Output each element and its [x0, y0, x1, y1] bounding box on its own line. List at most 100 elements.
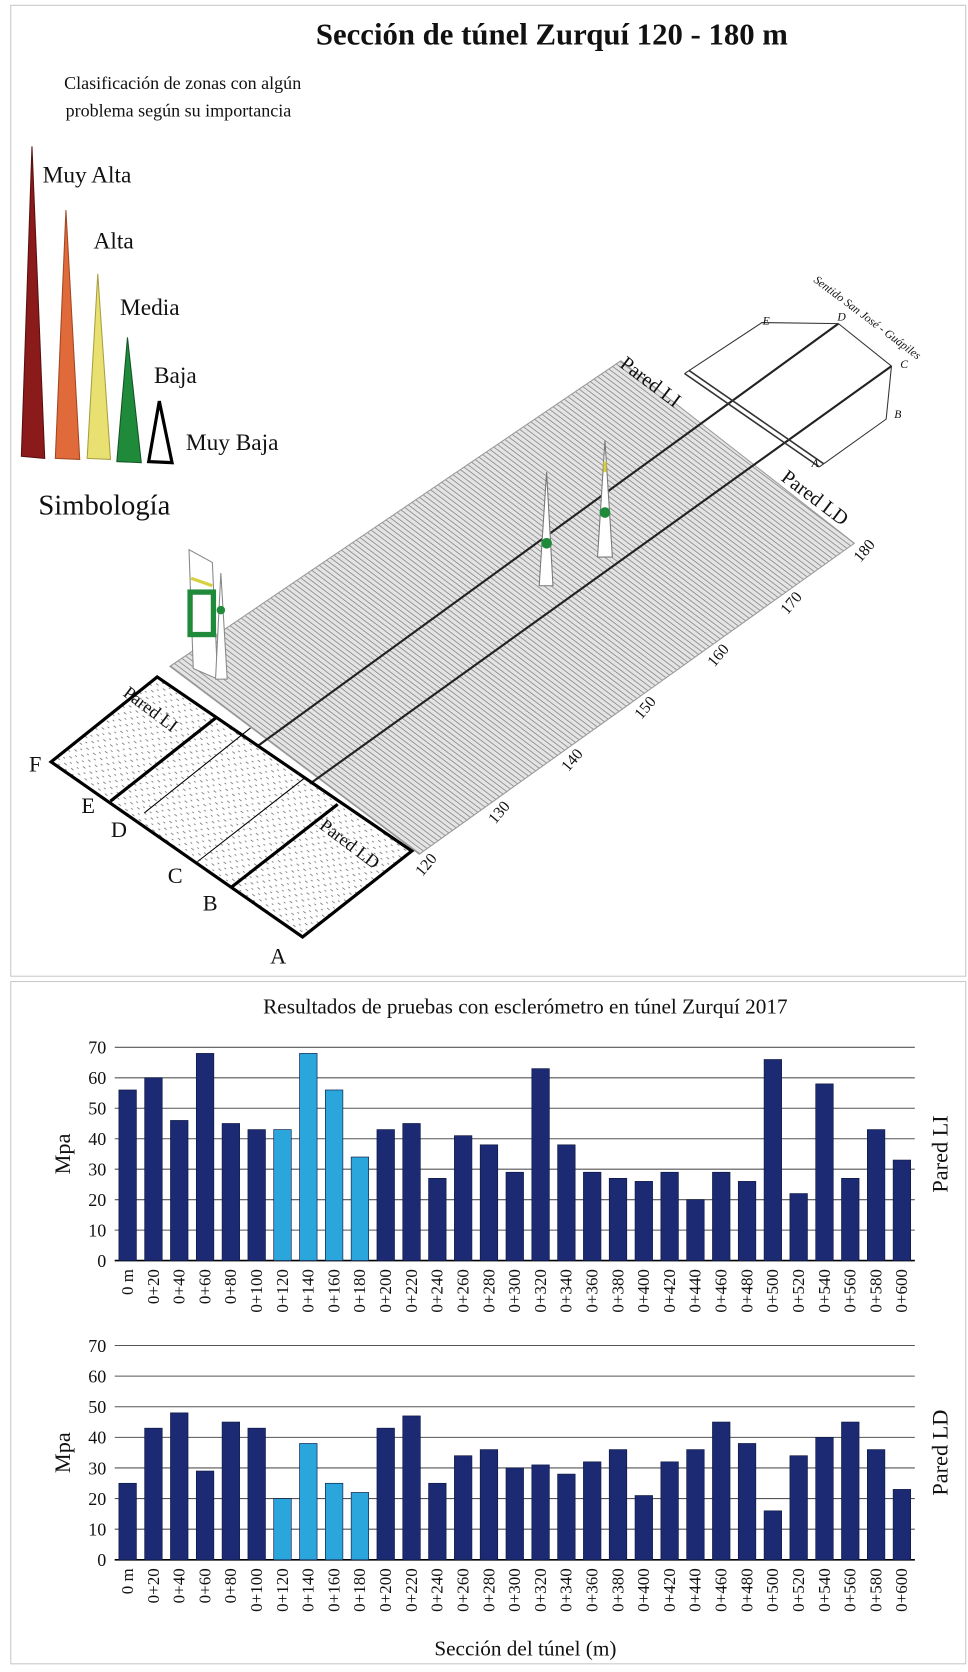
x-tick-label: 0+320 [531, 1269, 550, 1313]
bar [737, 1181, 757, 1261]
bar [247, 1427, 266, 1561]
bar [815, 1083, 834, 1261]
bar [170, 1120, 189, 1261]
x-tick-label: 0+140 [299, 1568, 318, 1612]
x-tick-label: 0+420 [660, 1269, 679, 1313]
bar [892, 1159, 911, 1261]
side-label: Pared LI [928, 1115, 953, 1192]
y-tick-label: 50 [88, 1397, 106, 1417]
y-axis-label: Mpa [50, 1133, 75, 1174]
bar [583, 1461, 602, 1561]
bar [299, 1443, 318, 1561]
bar [144, 1427, 163, 1561]
legend-caption: Simbología [38, 490, 170, 522]
bar [479, 1144, 499, 1261]
side-label: Pared LD [928, 1410, 953, 1496]
x-tick-label: 0+40 [170, 1568, 189, 1603]
x-tick-label: 0+200 [376, 1568, 395, 1612]
bar [634, 1181, 653, 1261]
y-tick-label: 60 [88, 1366, 106, 1386]
x-tick-label: 0+300 [505, 1269, 524, 1313]
x-tick-label: 0+340 [557, 1269, 576, 1313]
wall-grid-line [144, 727, 251, 814]
bar [557, 1144, 576, 1261]
bar [608, 1449, 628, 1561]
x-tick-label: 0+100 [247, 1269, 266, 1313]
x-tick-label: 0+500 [763, 1269, 782, 1313]
bar [505, 1467, 524, 1561]
x-tick-label: 0+540 [815, 1568, 834, 1612]
diagram: Sección de túnel Zurquí 120 - 180 m Clas… [20, 18, 924, 968]
anomaly [541, 537, 552, 549]
bar [221, 1123, 240, 1261]
bar [841, 1421, 860, 1561]
x-tick-label: 0+320 [531, 1568, 550, 1612]
legend-cone [116, 337, 142, 464]
legend-title: problema según su importancia [66, 101, 292, 121]
frame [684, 372, 820, 468]
x-tick-label: 0+480 [737, 1568, 756, 1612]
legend-label: Muy Alta [43, 163, 132, 189]
y-tick-label: 40 [88, 1428, 106, 1448]
x-tick-label: 0+520 [789, 1269, 808, 1313]
legend-cone [86, 273, 112, 461]
x-tick-label: 0+380 [608, 1568, 627, 1612]
bar [350, 1492, 370, 1561]
x-tick-label: 0+60 [195, 1269, 214, 1304]
bar [634, 1495, 653, 1561]
x-tick-label: 0+180 [350, 1269, 369, 1313]
x-tick-label: 0+500 [763, 1568, 782, 1612]
end-letter: E [762, 315, 770, 328]
end-letter: D [836, 310, 846, 323]
end-letter: C [900, 358, 908, 371]
y-tick-label: 30 [88, 1160, 106, 1180]
x-tick-label: 0+260 [453, 1269, 472, 1313]
bar [789, 1455, 808, 1561]
bar [686, 1199, 705, 1261]
bar [660, 1461, 679, 1561]
bar [428, 1482, 447, 1561]
x-tick-label: 0+220 [402, 1568, 421, 1612]
y-tick-label: 30 [88, 1458, 106, 1478]
x-tick-label: 0+20 [144, 1568, 163, 1603]
bar [118, 1089, 137, 1261]
grid-letter: D [111, 817, 127, 842]
x-tick-label: 0+440 [686, 1269, 705, 1313]
bar [376, 1129, 395, 1261]
bar [867, 1449, 886, 1561]
bar [686, 1449, 705, 1561]
anomaly [187, 589, 217, 638]
x-axis-label: Sección del túnel (m) [434, 1636, 616, 1660]
legend-label: Media [120, 295, 180, 321]
x-tick-label: 0+400 [634, 1269, 653, 1313]
bar [789, 1193, 808, 1261]
anomaly [190, 576, 213, 588]
bar [325, 1089, 344, 1261]
bar [273, 1498, 292, 1561]
x-tick-label: 0+260 [453, 1568, 472, 1612]
grid-letter: B [203, 890, 218, 915]
x-tick-label: 0+580 [866, 1568, 885, 1612]
bar [479, 1449, 499, 1561]
x-tick-label: 0+360 [583, 1269, 602, 1313]
diagram-title: Sección de túnel Zurquí 120 - 180 m [316, 18, 788, 52]
x-tick-label: 0+580 [866, 1269, 885, 1313]
bar [221, 1421, 240, 1561]
anomaly [596, 440, 613, 558]
bar [815, 1437, 834, 1561]
bar [144, 1077, 163, 1261]
bar [376, 1427, 395, 1561]
y-tick-label: 0 [97, 1550, 106, 1570]
x-tick-label: 0+480 [737, 1269, 756, 1313]
x-tick-label: 0+80 [221, 1568, 240, 1603]
bar [118, 1482, 137, 1561]
wall-grid-line [197, 778, 304, 863]
bar [531, 1068, 550, 1261]
grid-letter: A [270, 943, 286, 968]
bar [583, 1171, 602, 1261]
bar [454, 1135, 473, 1261]
x-tick-label: 0+360 [583, 1568, 602, 1612]
y-tick-label: 70 [88, 1336, 106, 1356]
bar [428, 1178, 447, 1261]
